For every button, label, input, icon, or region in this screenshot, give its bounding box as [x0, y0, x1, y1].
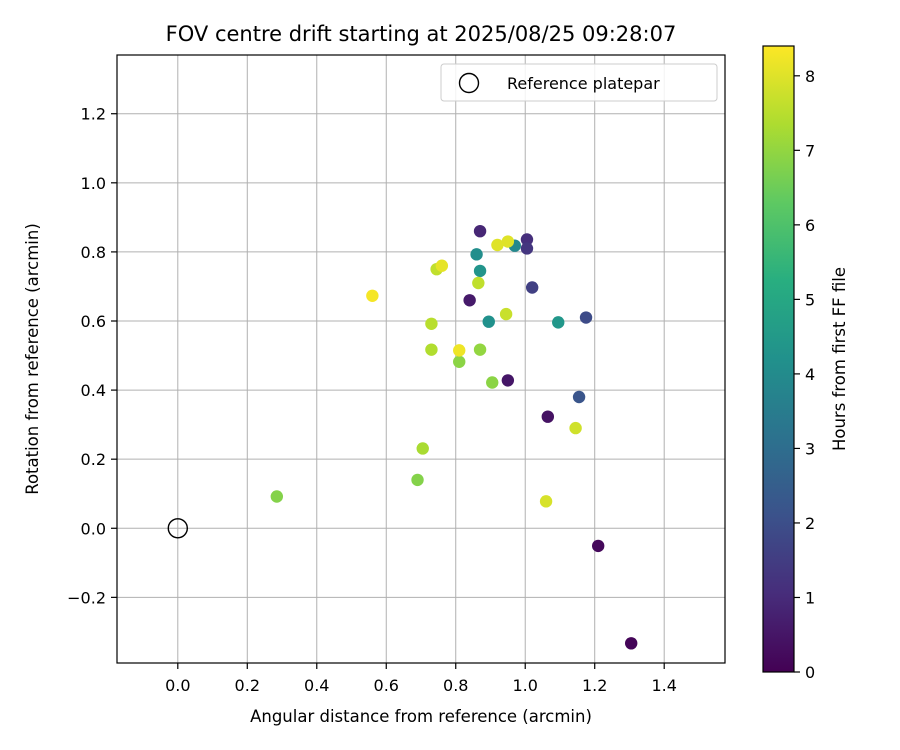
colorbar-ticks: 0 1 2 3 4 5 6 7 8 [794, 67, 815, 682]
data-point [366, 289, 379, 302]
data-point [482, 315, 495, 328]
data-point [579, 311, 593, 324]
data-point [491, 238, 504, 252]
data-point [520, 233, 534, 246]
x-tick-label: 0.8 [443, 676, 468, 695]
reference-marker-layer [167, 518, 189, 539]
data-point [591, 539, 605, 553]
data-point [470, 248, 483, 261]
x-tick-label: 1.0 [513, 676, 538, 695]
data-point [501, 374, 515, 387]
y-tick-label: −0.2 [67, 588, 106, 607]
x-axis-ticks: 0.0 0.2 0.4 0.6 0.8 1.0 1.2 1.4 [165, 663, 677, 695]
data-point [499, 307, 513, 321]
colorbar-tick-label: 2 [805, 514, 815, 533]
data-point [552, 316, 565, 329]
colorbar-tick-label: 8 [805, 67, 815, 86]
colorbar-tick-label: 5 [805, 290, 815, 309]
y-tick-label: 0.8 [81, 243, 106, 262]
data-point [453, 355, 466, 368]
colorbar-label: Hours from first FF file [830, 267, 849, 451]
legend-reference-marker [458, 72, 480, 94]
x-tick-label: 1.2 [582, 676, 607, 695]
grid [117, 55, 725, 663]
x-tick-label: 1.4 [651, 676, 676, 695]
colorbar-gradient [762, 45, 795, 673]
data-point [539, 495, 553, 508]
data-point [270, 490, 284, 503]
y-tick-label: 1.0 [81, 174, 106, 193]
data-point [624, 637, 638, 650]
data-point [473, 224, 487, 238]
legend: Reference platepar [440, 63, 718, 102]
y-tick-label: 0.2 [81, 450, 106, 469]
x-tick-label: 0.4 [304, 676, 329, 695]
colorbar-tick-label: 0 [805, 663, 815, 682]
colorbar-tick-label: 4 [805, 365, 815, 384]
colorbar: 0 1 2 3 4 5 6 7 8 Hours from first FF file [762, 45, 849, 682]
data-point [411, 473, 424, 487]
data-points [270, 224, 638, 650]
colorbar-tick-label: 1 [805, 588, 815, 607]
plot-frame [116, 54, 726, 664]
data-point [569, 421, 582, 435]
data-point [473, 264, 487, 278]
data-point [473, 343, 487, 356]
data-point [486, 376, 499, 389]
legend-entry-label: Reference platepar [507, 74, 660, 93]
data-point [501, 235, 515, 248]
data-point [435, 259, 449, 272]
y-tick-label: 0.6 [81, 312, 106, 331]
data-point [425, 343, 438, 356]
data-point [525, 281, 539, 294]
data-point [425, 317, 438, 330]
data-point [453, 344, 466, 357]
x-tick-label: 0.0 [165, 676, 190, 695]
data-point [463, 294, 476, 307]
y-axis-label: Rotation from reference (arcmin) [23, 223, 42, 495]
legend-box [440, 63, 718, 102]
data-point [520, 242, 534, 255]
colorbar-tick-label: 7 [805, 141, 815, 160]
x-axis-label: Angular distance from reference (arcmin) [250, 707, 592, 726]
colorbar-tick-label: 3 [805, 439, 815, 458]
data-point [472, 276, 485, 290]
reference-platepar-marker [167, 518, 189, 539]
data-point [572, 390, 586, 404]
y-axis-ticks: −0.2 0.0 0.2 0.4 0.6 0.8 1.0 1.2 [67, 105, 117, 607]
data-point [416, 442, 429, 455]
y-tick-label: 1.2 [81, 105, 106, 124]
x-tick-label: 0.2 [235, 676, 260, 695]
data-point [541, 410, 555, 423]
chart-title: FOV centre drift starting at 2025/08/25 … [166, 22, 677, 46]
y-tick-label: 0.0 [81, 519, 106, 538]
x-tick-label: 0.6 [374, 676, 399, 695]
colorbar-tick-label: 6 [805, 216, 815, 235]
y-tick-label: 0.4 [81, 381, 106, 400]
